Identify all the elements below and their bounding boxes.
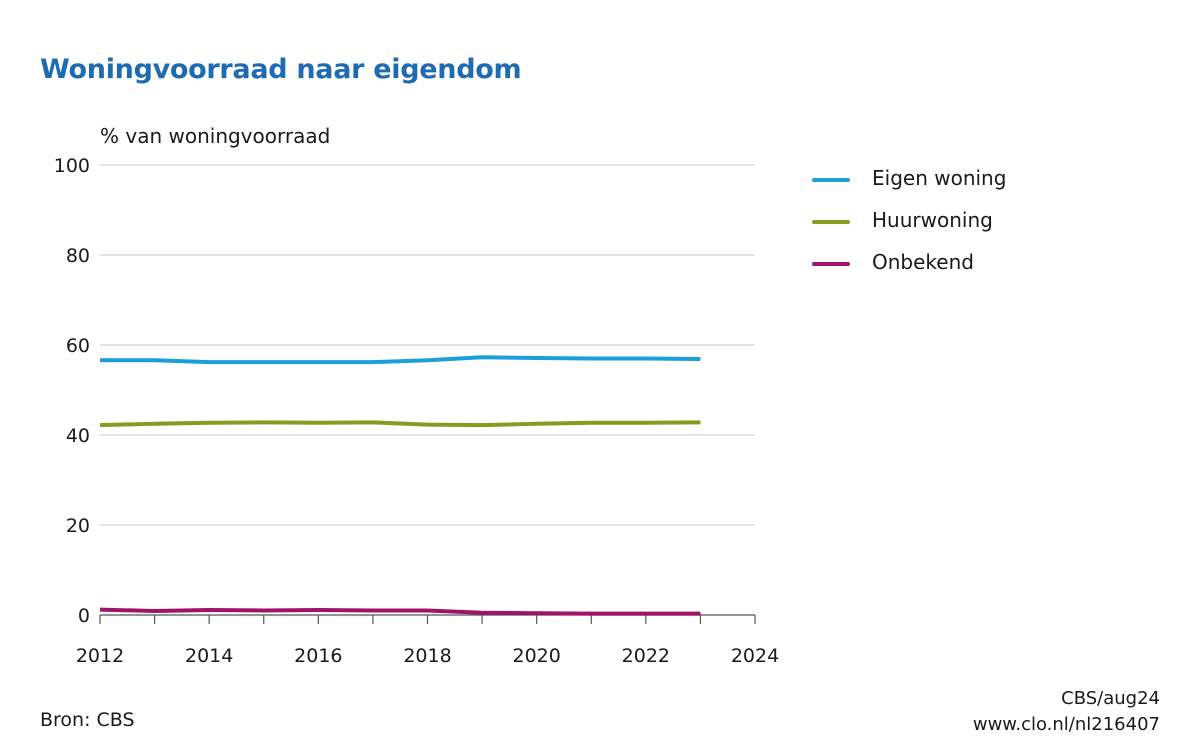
legend-label: Huurwoning (872, 208, 993, 232)
y-tick-label-60: 60 (66, 335, 90, 357)
legend-label: Onbekend (872, 250, 974, 274)
legend-label: Eigen woning (872, 166, 1007, 190)
gridlines: 0 20 40 60 80 100 (54, 155, 755, 627)
y-tick-label-40: 40 (66, 425, 90, 447)
x-tick-label-2016: 2016 (294, 645, 342, 667)
legend-swatch (812, 220, 850, 224)
y-tick-label-20: 20 (66, 515, 90, 537)
y-tick-label-100: 100 (54, 155, 90, 177)
x-tick-label-2012: 2012 (76, 645, 124, 667)
credit: CBS/aug24 www.clo.nl/nl216407 (973, 686, 1160, 738)
credit-date: CBS/aug24 (1061, 688, 1160, 709)
y-tick-label-80: 80 (66, 245, 90, 267)
chart-title: Woningvoorraad naar eigendom (40, 54, 522, 85)
x-tick-label-2018: 2018 (403, 645, 451, 667)
x-tick-label-2022: 2022 (622, 645, 670, 667)
legend-swatch (812, 262, 850, 266)
x-tick-label-2014: 2014 (185, 645, 233, 667)
series-line-onbekend (99, 607, 701, 616)
x-tick-label-2024: 2024 (731, 645, 779, 667)
y-tick-label-0: 0 (78, 605, 90, 627)
series-line-eigen-woning (100, 355, 701, 365)
credit-url[interactable]: www.clo.nl/nl216407 (972, 714, 1160, 735)
source-note: Bron: CBS (40, 709, 135, 731)
series-lines (99, 355, 701, 616)
series-line-huurwoning (99, 420, 701, 428)
y-axis-label: % van woningvoorraad (100, 124, 330, 148)
legend-swatch (812, 178, 850, 182)
x-axis: 2012 2014 2016 2018 2020 2022 2024 (76, 614, 779, 667)
x-tick-label-2020: 2020 (512, 645, 560, 667)
